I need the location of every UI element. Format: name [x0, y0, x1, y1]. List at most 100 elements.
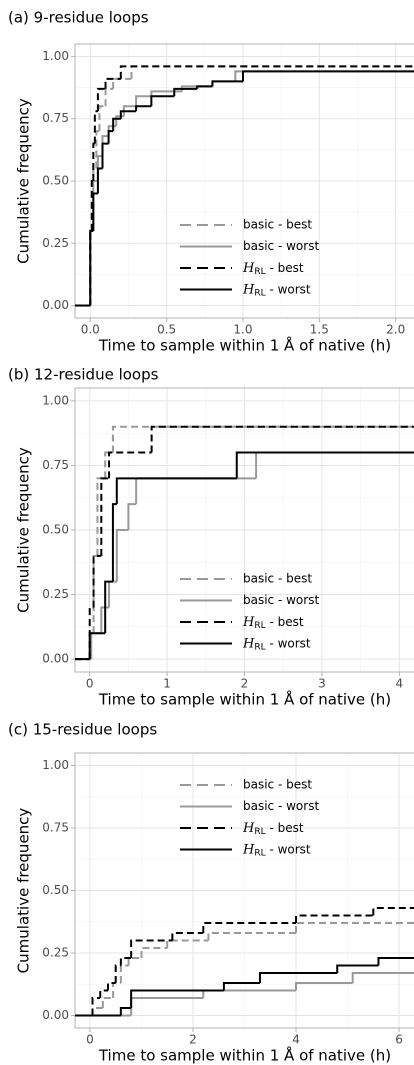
x-tick-label: 0 — [86, 1033, 94, 1047]
step-segment — [104, 87, 114, 107]
y-tick-label: 0.75 — [42, 458, 69, 472]
legend-label: HRL - worst — [242, 282, 311, 298]
step-segment — [119, 65, 414, 79]
x-tick-label: 4 — [292, 1033, 300, 1047]
step-segment — [222, 982, 260, 991]
panel-title: (a) 9-residue loops — [8, 9, 149, 27]
legend-symbol: H — [242, 821, 255, 836]
step-segment — [130, 989, 224, 1008]
step-segment — [115, 477, 237, 505]
step-segment — [104, 451, 113, 479]
legend-label: basic - best — [243, 218, 312, 232]
step-segment — [119, 110, 137, 119]
step-segment — [295, 922, 414, 933]
step-segment — [101, 997, 114, 1008]
series-layer — [75, 907, 414, 1017]
legend-label: basic - best — [243, 778, 312, 792]
legend-symbol: H — [242, 636, 255, 651]
step-segment — [112, 117, 121, 132]
step-segment — [114, 964, 121, 983]
step-segment — [95, 130, 100, 169]
legend-subscript: RL — [254, 288, 265, 298]
step-segment — [96, 167, 103, 194]
y-tick-label: 0.00 — [42, 1008, 69, 1022]
plot-border — [74, 43, 414, 319]
legend-symbol: H — [242, 842, 255, 857]
step-segment — [112, 77, 132, 89]
step-segment — [171, 932, 204, 941]
step-segment — [336, 964, 379, 973]
legend-rest: - worst — [266, 842, 311, 856]
step-segment — [130, 939, 173, 958]
step-segment — [127, 503, 137, 530]
y-tick-label: 0.50 — [42, 883, 69, 897]
x-tick-label: 6 — [395, 1033, 403, 1047]
step-segment — [196, 85, 213, 89]
legend-label: basic - worst — [243, 593, 319, 607]
step-segment — [92, 554, 102, 608]
step-segment — [235, 451, 414, 479]
x-axis-label: Time to sample within 1 Å of native (h) — [98, 1046, 391, 1065]
y-tick-label: 0.00 — [42, 652, 69, 666]
y-tick-label: 1.00 — [42, 393, 69, 407]
step-segment — [173, 87, 198, 97]
x-axis-label: Time to sample within 1 Å of native (h) — [98, 336, 391, 355]
legend-label: HRL - best — [242, 261, 304, 277]
plot-border — [74, 387, 414, 673]
y-tick-label: 0.25 — [42, 587, 69, 601]
y-tick-label: 0.00 — [42, 298, 69, 312]
step-segment — [101, 142, 109, 169]
step-segment — [150, 95, 175, 107]
step-segment — [166, 939, 209, 948]
step-segment — [135, 105, 152, 112]
x-tick-label: 0.0 — [81, 323, 100, 337]
legend-subscript: RL — [254, 267, 265, 277]
step-segment — [122, 105, 137, 117]
series-layer — [75, 425, 414, 661]
step-segment — [372, 907, 414, 916]
step-segment — [89, 229, 94, 306]
y-tick-label: 1.00 — [42, 49, 69, 63]
step-segment — [119, 957, 132, 966]
x-tick-label: 2 — [189, 1033, 197, 1047]
y-tick-label: 0.25 — [42, 946, 69, 960]
step-segment — [106, 982, 116, 991]
legend-rest: - best — [266, 615, 304, 629]
legend-label: basic - best — [243, 572, 312, 586]
legend-label: HRL - worst — [242, 636, 311, 652]
legend-subscript: RL — [254, 848, 265, 858]
step-segment — [100, 606, 110, 634]
x-tick-label: 0 — [86, 677, 94, 691]
series-layer — [75, 65, 414, 307]
x-tick-label: 1 — [163, 677, 171, 691]
step-segment — [93, 110, 98, 144]
step-segment — [295, 982, 353, 991]
panel-title: (b) 12-residue loops — [8, 366, 159, 384]
step-segment — [91, 997, 101, 1016]
step-segment — [104, 580, 113, 634]
legend-rest: - worst — [266, 282, 311, 296]
legend-subscript: RL — [254, 621, 265, 631]
x-tick-label: 2.0 — [386, 323, 405, 337]
x-tick-label: 4 — [395, 677, 403, 691]
plot-border — [74, 752, 414, 1029]
step-segment — [207, 932, 297, 941]
step-segment — [107, 130, 114, 144]
step-segment — [115, 529, 129, 582]
step-segment — [108, 451, 152, 479]
step-segment — [295, 914, 374, 923]
step-segment — [111, 503, 117, 582]
step-segment — [150, 425, 414, 453]
x-axis-label: Time to sample within 1 Å of native (h) — [98, 690, 391, 709]
x-tick-label: 1.5 — [310, 323, 329, 337]
y-axis-label: Cumulative frequency — [15, 808, 33, 974]
legend-rest: - best — [266, 261, 304, 275]
step-segment — [111, 425, 414, 453]
step-segment — [135, 95, 152, 107]
y-axis-label: Cumulative frequency — [15, 447, 33, 613]
y-tick-label: 0.75 — [42, 821, 69, 835]
y-tick-label: 0.50 — [42, 174, 69, 188]
step-segment — [202, 922, 297, 933]
y-tick-label: 0.75 — [42, 111, 69, 125]
